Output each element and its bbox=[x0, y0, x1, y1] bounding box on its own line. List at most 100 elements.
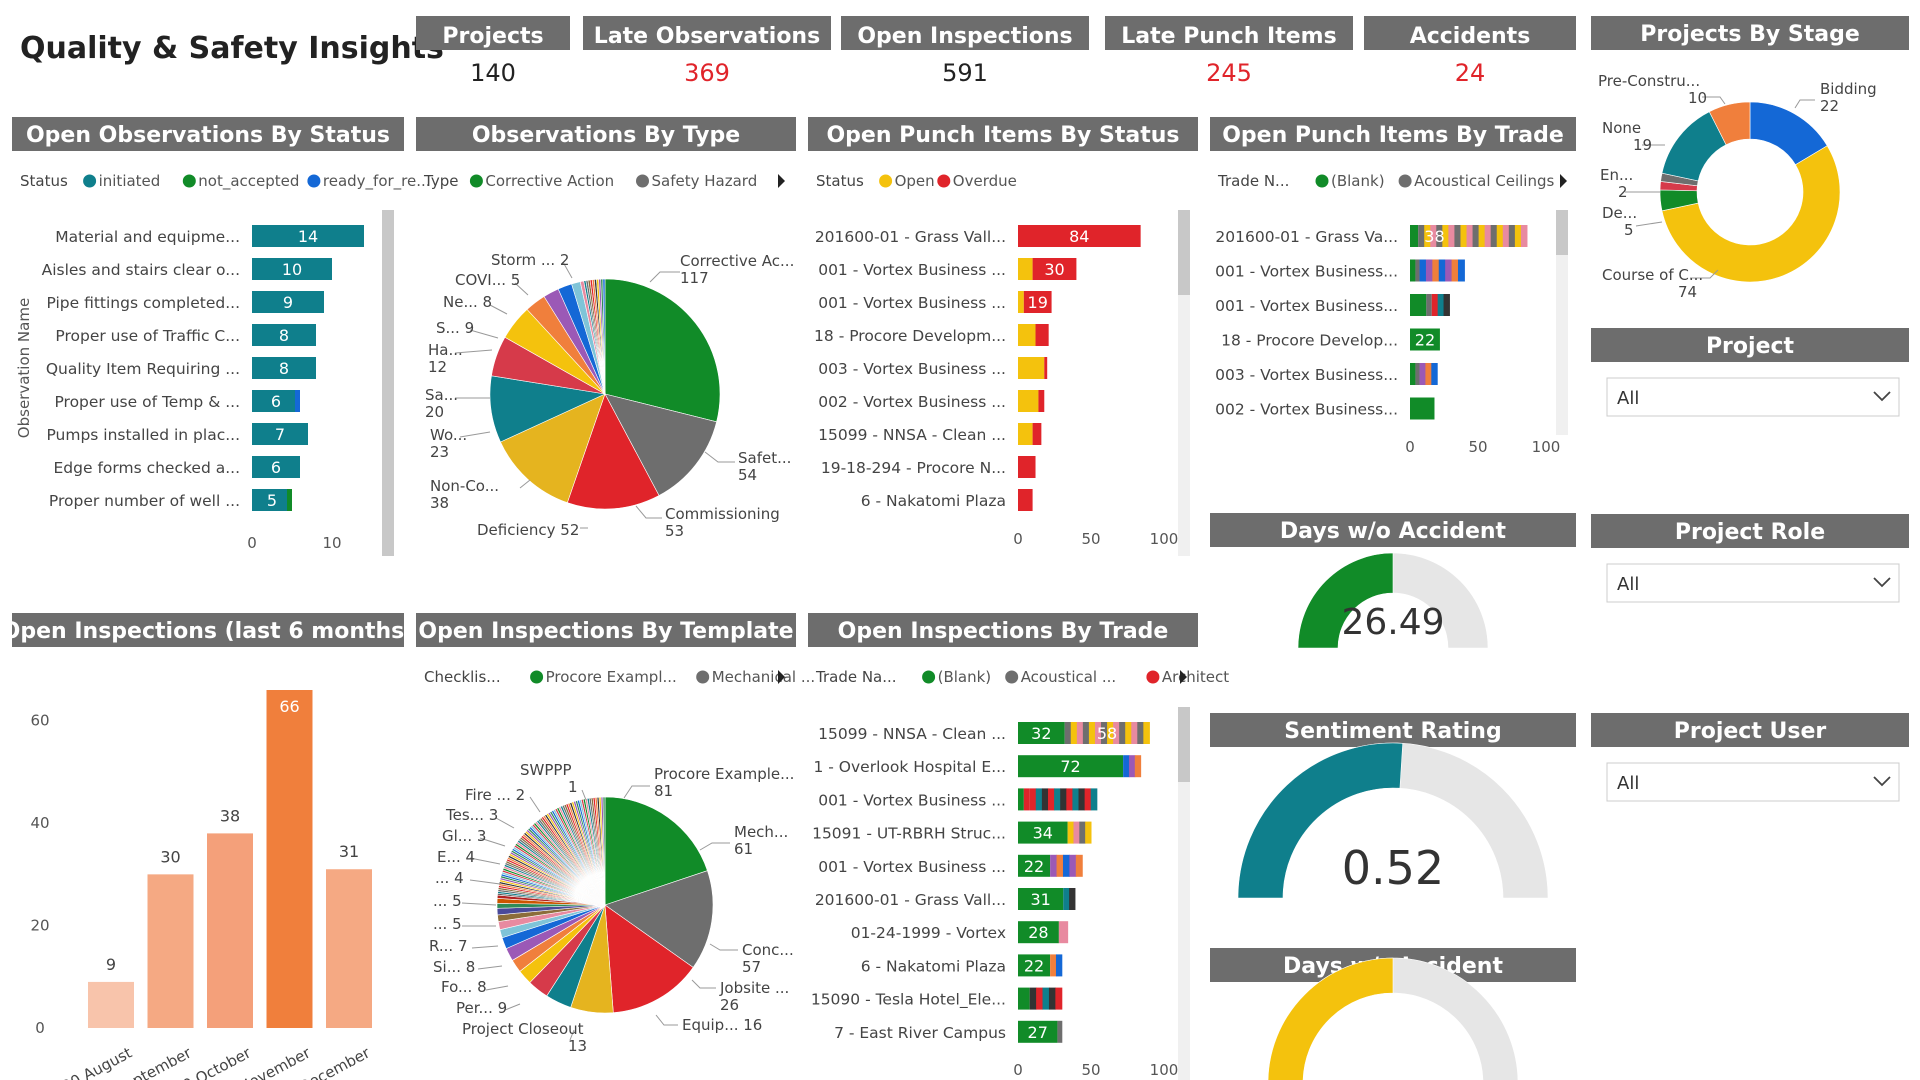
bar-segment[interactable] bbox=[1079, 821, 1086, 844]
bar-segment[interactable] bbox=[1018, 854, 1051, 877]
bar-segment[interactable] bbox=[1018, 456, 1036, 478]
bar[interactable] bbox=[252, 225, 364, 247]
bar-segment[interactable] bbox=[1018, 489, 1033, 511]
bar-segment[interactable] bbox=[1018, 921, 1059, 944]
bar-segment[interactable] bbox=[1075, 854, 1083, 877]
bar[interactable] bbox=[207, 833, 253, 1028]
bar-segment[interactable] bbox=[1062, 854, 1070, 877]
legend-next-icon[interactable] bbox=[778, 670, 785, 684]
scrollbar-insp_trade[interactable] bbox=[1178, 707, 1190, 1080]
pie-slice[interactable] bbox=[566, 393, 660, 510]
bar-segment[interactable] bbox=[1029, 788, 1037, 811]
bar[interactable] bbox=[147, 874, 194, 1028]
bar-segment[interactable] bbox=[1490, 225, 1498, 247]
bar-segment[interactable] bbox=[1125, 722, 1132, 744]
bar[interactable] bbox=[252, 291, 324, 313]
bar-segment[interactable] bbox=[1410, 397, 1435, 420]
bar-segment[interactable] bbox=[1018, 258, 1033, 280]
bar-segment[interactable] bbox=[1063, 888, 1070, 910]
bar-segment[interactable] bbox=[1472, 225, 1480, 247]
bar-segment[interactable] bbox=[1514, 225, 1522, 247]
bar-segment[interactable] bbox=[1425, 363, 1432, 385]
pie-slice[interactable] bbox=[500, 393, 606, 504]
bar-segment[interactable] bbox=[1484, 225, 1492, 247]
bar-segment[interactable] bbox=[1090, 788, 1098, 811]
bar-segment[interactable] bbox=[1438, 259, 1446, 282]
bar-segment[interactable] bbox=[1113, 722, 1120, 744]
bar[interactable] bbox=[326, 869, 372, 1028]
bar-segment[interactable] bbox=[1018, 888, 1064, 910]
bar-segment[interactable] bbox=[1424, 225, 1431, 247]
bar-segment[interactable] bbox=[1082, 722, 1090, 744]
bar[interactable] bbox=[252, 258, 332, 280]
slicer-value[interactable]: All bbox=[1617, 574, 1639, 595]
bar-segment[interactable] bbox=[1035, 324, 1049, 346]
bar-segment[interactable] bbox=[1018, 423, 1033, 445]
bar-segment[interactable] bbox=[1058, 921, 1069, 944]
bar-segment[interactable] bbox=[1419, 363, 1426, 385]
bar-segment[interactable] bbox=[1023, 788, 1030, 811]
bar-segment[interactable] bbox=[1018, 821, 1068, 844]
chevron-down-icon[interactable] bbox=[1873, 391, 1891, 402]
bar-segment[interactable] bbox=[1101, 722, 1108, 744]
gauge-fill[interactable] bbox=[1237, 742, 1404, 899]
gauge-fill[interactable] bbox=[1267, 957, 1394, 1080]
bar-segment[interactable] bbox=[1018, 357, 1045, 379]
bar-segment[interactable] bbox=[1084, 788, 1092, 811]
bar-segment[interactable] bbox=[1064, 722, 1072, 744]
bar-segment[interactable] bbox=[1131, 722, 1138, 744]
bar-segment[interactable] bbox=[1055, 987, 1063, 1010]
bar-segment[interactable] bbox=[1032, 423, 1042, 445]
pie-slice[interactable] bbox=[604, 278, 721, 423]
bar[interactable] bbox=[252, 390, 300, 412]
bar-segment[interactable] bbox=[1460, 225, 1468, 247]
bar-segment[interactable] bbox=[1445, 259, 1453, 282]
bar-segment[interactable] bbox=[1055, 954, 1063, 977]
bar[interactable] bbox=[88, 981, 134, 1028]
bar-segment[interactable] bbox=[1425, 259, 1433, 282]
bar-segment[interactable] bbox=[295, 390, 300, 412]
bar-segment[interactable] bbox=[1018, 1020, 1058, 1043]
bar-segment[interactable] bbox=[1050, 954, 1057, 977]
bar-segment[interactable] bbox=[1410, 225, 1419, 247]
bar-segment[interactable] bbox=[1520, 225, 1528, 247]
bar-segment[interactable] bbox=[1431, 363, 1438, 385]
legend-next-icon[interactable] bbox=[1560, 174, 1567, 188]
legend-next-icon[interactable] bbox=[1180, 670, 1187, 684]
bar-segment[interactable] bbox=[1078, 788, 1086, 811]
bar[interactable] bbox=[266, 690, 313, 1028]
bar-segment[interactable] bbox=[1073, 821, 1080, 844]
bar-segment[interactable] bbox=[1018, 291, 1024, 313]
bar-segment[interactable] bbox=[1415, 363, 1420, 385]
bar-segment[interactable] bbox=[1137, 722, 1144, 744]
bar-segment[interactable] bbox=[1123, 755, 1130, 778]
bar-segment[interactable] bbox=[1418, 225, 1425, 247]
pie-slice[interactable] bbox=[604, 796, 708, 906]
bar-segment[interactable] bbox=[1029, 987, 1037, 1010]
bar-segment[interactable] bbox=[1018, 324, 1036, 346]
scrollbar-insp_trade-thumb[interactable] bbox=[1178, 707, 1190, 782]
bar[interactable] bbox=[252, 324, 316, 346]
bar-segment[interactable] bbox=[1478, 225, 1486, 247]
bar-segment[interactable] bbox=[1076, 722, 1084, 744]
bar-segment[interactable] bbox=[1032, 258, 1077, 280]
bar[interactable] bbox=[252, 456, 300, 478]
bar-segment[interactable] bbox=[1437, 294, 1445, 316]
slicer-dropdown[interactable] bbox=[1606, 377, 1900, 417]
bar-segment[interactable] bbox=[1060, 788, 1067, 811]
bar-segment[interactable] bbox=[1508, 225, 1516, 247]
bar-segment[interactable] bbox=[1466, 225, 1474, 247]
pie-slice[interactable] bbox=[604, 393, 717, 496]
bar-segment[interactable] bbox=[1035, 788, 1043, 811]
pie-slice[interactable] bbox=[1708, 101, 1751, 146]
bar-segment[interactable] bbox=[1419, 259, 1427, 282]
bar-segment[interactable] bbox=[1050, 854, 1058, 877]
bar-segment[interactable] bbox=[1088, 722, 1096, 744]
bar-segment[interactable] bbox=[1018, 722, 1065, 744]
bar-segment[interactable] bbox=[1426, 294, 1432, 316]
bar-segment[interactable] bbox=[1410, 363, 1416, 385]
bar-segment[interactable] bbox=[1018, 225, 1141, 247]
bar-segment[interactable] bbox=[1457, 259, 1465, 282]
bar-segment[interactable] bbox=[1431, 294, 1439, 316]
bar-segment[interactable] bbox=[1502, 225, 1510, 247]
